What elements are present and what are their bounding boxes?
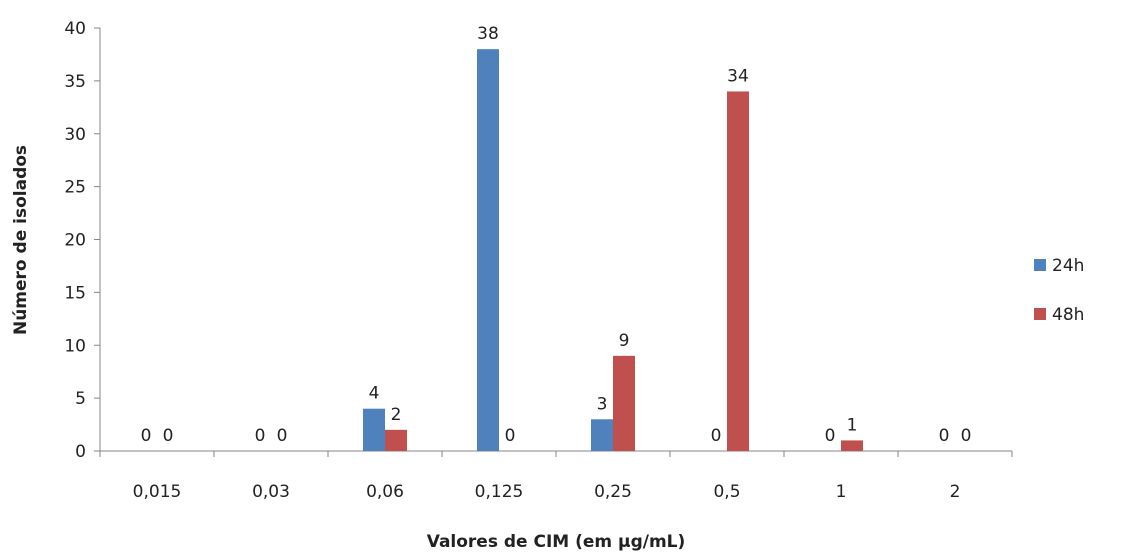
y-tick-label: 5 [75,389,86,409]
legend-label-24h: 24h [1052,256,1084,276]
data-label-48h: 9 [619,331,630,351]
x-axis-title: Valores de CIM (em µg/mL) [427,532,686,552]
data-label-48h: 0 [961,426,972,446]
legend: 24h 48h [1034,256,1084,325]
data-label-24h: 0 [255,426,266,446]
y-tick-label: 10 [64,336,86,356]
data-label-48h: 0 [505,426,516,446]
data-label-24h: 3 [597,394,608,414]
data-label-24h: 0 [141,426,152,446]
bar-24h-0,06 [363,408,385,451]
x-tick-label: 0,5 [713,482,740,502]
x-axis-ticks: 0,015 0,03 0,06 0,125 0,25 0,5 1 2 [99,451,1013,502]
data-label-48h: 0 [163,426,174,446]
legend-label-48h: 48h [1052,305,1084,325]
bar-series-group [363,49,863,452]
y-tick-label: 25 [64,178,86,198]
bar-48h-0,06 [385,429,407,451]
data-label-24h: 0 [711,426,722,446]
data-label-24h: 0 [939,426,950,446]
data-label-24h: 4 [369,384,380,404]
y-tick-label: 30 [64,125,86,145]
x-tick-label: 0,25 [594,482,632,502]
bar-48h-0,25 [613,355,635,451]
data-label-48h: 0 [277,426,288,446]
bar-24h-0,25 [591,419,613,451]
x-tick-label: 0,125 [475,482,524,502]
x-tick-label: 2 [950,482,961,502]
bar-48h-0,5 [727,91,749,451]
data-label-48h: 1 [847,415,858,435]
data-label-48h: 2 [391,405,402,425]
y-axis-title: Número de isolados [11,145,31,335]
bar-48h-1 [841,440,863,451]
legend-swatch-24h [1034,259,1046,271]
y-tick-label: 40 [64,19,86,39]
x-tick-label: 0,06 [366,482,404,502]
y-tick-label: 35 [64,72,86,92]
data-label-24h: 0 [825,426,836,446]
data-label-24h: 38 [477,24,499,44]
x-tick-label: 1 [836,482,847,502]
y-tick-label: 0 [75,442,86,462]
y-tick-label: 20 [64,231,86,251]
x-tick-label: 0,03 [252,482,290,502]
y-axis-ticks: 0 5 10 15 20 25 30 35 40 [64,19,100,462]
legend-swatch-48h [1034,308,1046,320]
x-tick-label: 0,015 [133,482,182,502]
bar-24h-0,125 [477,49,499,452]
y-tick-label: 15 [64,283,86,303]
data-label-48h: 34 [727,66,749,86]
